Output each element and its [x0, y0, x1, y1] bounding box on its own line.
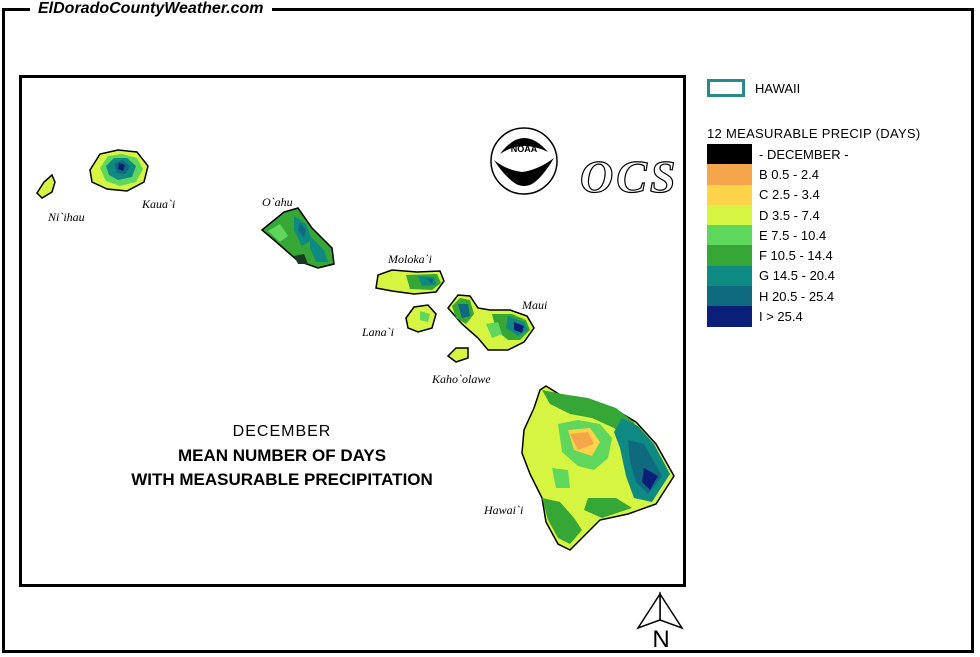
legend-label: B 0.5 - 2.4: [759, 166, 819, 182]
island-niihau: [36, 173, 56, 199]
legend-items: - DECEMBER - B 0.5 - 2.4 C 2.5 - 3.4 D 3.5 …: [707, 144, 967, 327]
map-frame: NOAA OCS Ni`ihau Kaua`i O`ahu Moloka`i L…: [19, 75, 686, 587]
legend-item: D 3.5 - 7.4: [707, 204, 967, 226]
legend-swatch: [707, 286, 752, 307]
state-swatch: [707, 79, 745, 97]
noaa-logo: NOAA: [490, 127, 558, 195]
legend-swatch: [707, 164, 752, 185]
label-niihau: Ni`ihau: [47, 210, 85, 224]
hawaii-map: NOAA OCS Ni`ihau Kaua`i O`ahu Moloka`i L…: [36, 127, 678, 551]
island-lanai: [405, 304, 437, 333]
legend-item: G 14.5 - 20.4: [707, 265, 967, 287]
legend-label: G 14.5 - 20.4: [759, 268, 835, 284]
legend-item: H 20.5 - 25.4: [707, 286, 967, 307]
legend: HAWAII 12 MEASURABLE PRECIP (DAYS) - DEC…: [707, 75, 967, 327]
label-kahoolawe: Kaho`olawe: [431, 372, 491, 386]
legend-item: F 10.5 - 14.4: [707, 245, 967, 266]
north-arrow-icon: N: [636, 591, 684, 652]
label-hawaii: Hawai`i: [483, 503, 523, 517]
legend-item: E 7.5 - 10.4: [707, 225, 967, 246]
site-title: ElDoradoCountyWeather.com: [30, 0, 272, 18]
noaa-logo-text: NOAA: [511, 144, 538, 154]
island-maui: [447, 294, 535, 351]
legend-label: E 7.5 - 10.4: [759, 227, 827, 243]
legend-swatch: [707, 306, 752, 327]
caption-month: DECEMBER: [232, 423, 332, 440]
legend-label: C 2.5 - 3.4: [759, 187, 820, 203]
legend-swatch: [707, 225, 752, 246]
legend-label: D 3.5 - 7.4: [759, 207, 820, 223]
legend-title: 12 MEASURABLE PRECIP (DAYS): [707, 126, 921, 141]
legend-item: B 0.5 - 2.4: [707, 164, 967, 185]
label-lanai: Lana`i: [361, 325, 394, 339]
caption-line2: WITH MEASURABLE PRECIPITATION: [131, 470, 433, 489]
legend-swatch: [707, 265, 752, 287]
caption-line1: MEAN NUMBER OF DAYS: [177, 446, 387, 465]
ocs-logo-text: OCS: [580, 151, 678, 202]
legend-swatch: [707, 184, 752, 205]
north-label: N: [652, 626, 669, 652]
legend-swatch: [707, 204, 752, 226]
legend-label: F 10.5 - 14.4: [759, 248, 833, 264]
legend-label: H 20.5 - 25.4: [759, 288, 835, 304]
outer-frame: [2, 8, 974, 653]
island-molokai: [375, 269, 445, 295]
legend-item: I > 25.4: [707, 306, 967, 327]
island-oahu: [260, 207, 335, 269]
legend-label: I > 25.4: [759, 309, 803, 325]
legend-item: - DECEMBER -: [707, 144, 967, 165]
island-kauai: [89, 149, 149, 192]
legend-label: - DECEMBER -: [759, 146, 849, 162]
legend-swatch: [707, 245, 752, 266]
label-kauai: Kaua`i: [141, 197, 175, 211]
label-maui: Maui: [521, 298, 547, 312]
legend-state: HAWAII: [707, 75, 967, 101]
legend-item: C 2.5 - 3.4: [707, 184, 967, 205]
island-hawaii: [521, 385, 675, 551]
label-molokai: Moloka`i: [387, 252, 432, 266]
state-label: HAWAII: [755, 80, 801, 96]
label-oahu: O`ahu: [262, 195, 293, 209]
island-kahoolawe: [446, 347, 469, 363]
legend-swatch: [707, 144, 752, 165]
